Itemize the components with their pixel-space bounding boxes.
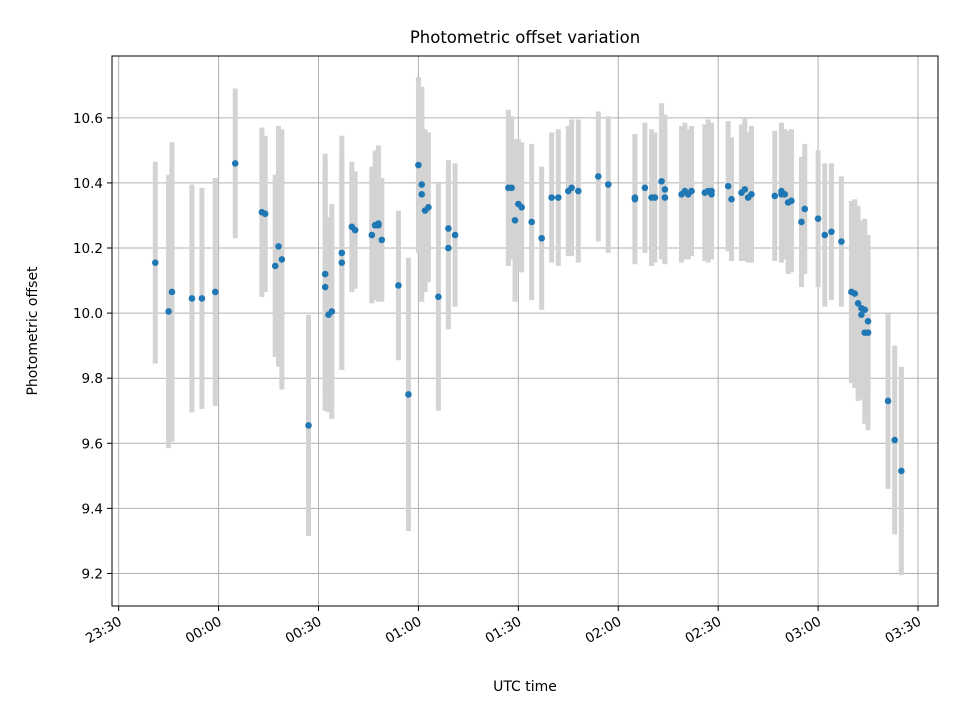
data-point <box>724 182 732 190</box>
data-point <box>821 231 829 239</box>
data-point <box>658 177 665 185</box>
chart-title: Photometric offset variation <box>410 28 640 47</box>
data-point <box>425 204 432 211</box>
data-point <box>278 256 286 263</box>
data-point <box>538 234 545 242</box>
data-point <box>445 225 452 232</box>
y-tick-label: 9.6 <box>82 436 103 452</box>
data-point <box>338 259 346 266</box>
data-point <box>574 187 582 195</box>
data-point <box>748 191 755 198</box>
data-point <box>781 191 789 198</box>
data-point <box>898 467 905 475</box>
data-point <box>321 270 329 278</box>
data-point <box>661 194 669 201</box>
data-point <box>838 238 845 245</box>
data-point <box>305 422 312 429</box>
plot-frame <box>111 55 939 607</box>
data-point <box>518 204 525 211</box>
data-point <box>798 218 805 226</box>
y-tick-label: 10.4 <box>73 176 103 192</box>
data-point <box>854 300 862 307</box>
data-point <box>858 311 865 319</box>
data-point <box>405 391 412 398</box>
data-point <box>864 317 872 325</box>
data-point <box>884 397 892 405</box>
y-tick-label: 9.8 <box>82 371 103 387</box>
data-point <box>275 243 282 250</box>
data-point <box>631 194 639 201</box>
plot-area <box>112 56 938 606</box>
data-point <box>445 244 452 252</box>
data-point <box>555 194 562 201</box>
data-point <box>378 236 386 244</box>
data-point <box>328 308 336 315</box>
data-point <box>661 186 669 193</box>
data-point <box>368 231 376 239</box>
data-point <box>271 262 279 270</box>
y-tick-label: 10.6 <box>73 111 103 127</box>
data-point <box>741 186 749 193</box>
data-point <box>814 215 822 223</box>
data-point <box>528 218 535 226</box>
data-point <box>708 187 715 195</box>
data-point <box>168 288 176 296</box>
data-point <box>231 160 239 167</box>
data-point <box>651 194 659 201</box>
y-axis-label: Photometric offset <box>25 266 41 396</box>
data-point <box>415 161 422 169</box>
data-point <box>891 436 899 444</box>
y-tick-label: 10.2 <box>73 241 103 257</box>
data-point <box>375 220 382 227</box>
data-point <box>861 306 869 314</box>
data-point <box>418 191 426 198</box>
data-point <box>351 226 359 234</box>
y-tick-label: 9.4 <box>82 501 103 517</box>
data-point <box>151 259 159 266</box>
data-point <box>828 228 835 236</box>
data-point <box>788 197 795 205</box>
data-point <box>728 195 735 203</box>
data-point <box>641 184 649 192</box>
data-point <box>548 194 555 201</box>
data-point <box>211 288 219 296</box>
data-point <box>321 283 329 291</box>
data-point <box>851 290 859 297</box>
data-point <box>451 231 459 239</box>
x-axis-label: UTC time <box>493 679 557 695</box>
data-point <box>511 217 519 224</box>
data-point <box>418 181 426 188</box>
data-point <box>771 192 779 200</box>
data-point <box>165 308 172 315</box>
data-point <box>435 293 442 301</box>
y-tick-label: 9.2 <box>82 566 103 582</box>
data-point <box>801 205 809 213</box>
data-points <box>151 160 905 475</box>
data-point <box>568 184 575 192</box>
y-axis-ticks: 9.2 9.4 9.6 9.8 10.0 10.2 10.4 10.6 <box>73 111 112 582</box>
data-point <box>864 329 872 336</box>
data-point <box>338 249 346 257</box>
data-point <box>188 295 196 302</box>
data-point <box>604 181 612 188</box>
y-tick-label: 10.0 <box>73 306 103 322</box>
data-point <box>508 184 515 192</box>
data-point <box>198 295 206 302</box>
data-point <box>594 173 602 180</box>
data-point <box>688 187 695 195</box>
data-point <box>261 210 269 218</box>
data-point <box>395 282 402 289</box>
